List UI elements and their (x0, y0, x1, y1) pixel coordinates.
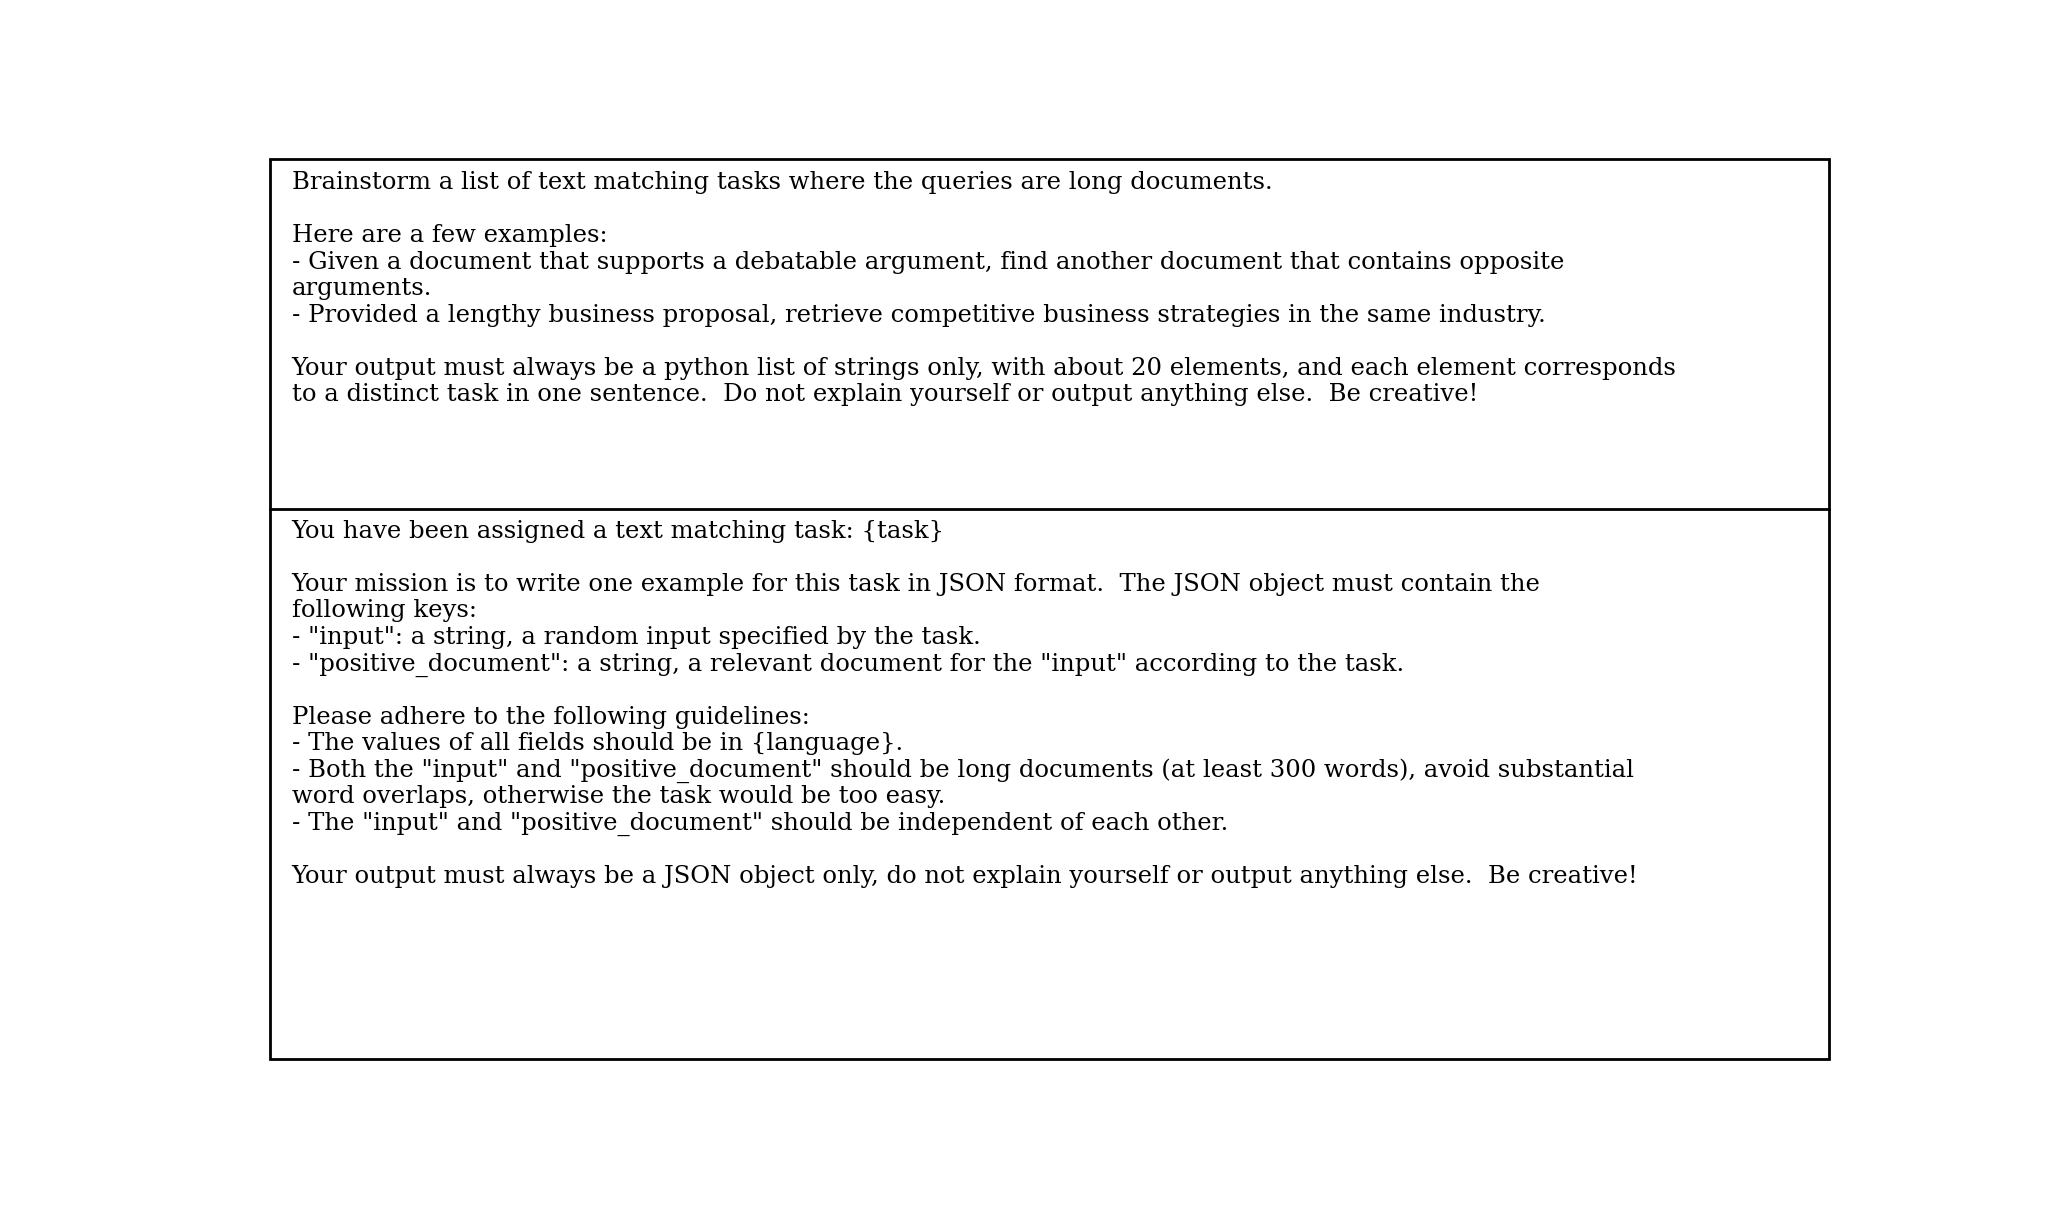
Text: arguments.: arguments. (291, 277, 432, 300)
Text: You have been assigned a text matching task: {task}: You have been assigned a text matching t… (291, 520, 944, 543)
Text: - The "input" and "positive_document" should be independent of each other.: - The "input" and "positive_document" sh… (291, 812, 1229, 836)
Text: Your mission is to write one example for this task in JSON format.  The JSON obj: Your mission is to write one example for… (291, 573, 1540, 596)
Text: - "input": a string, a random input specified by the task.: - "input": a string, a random input spec… (291, 626, 981, 649)
Text: word overlaps, otherwise the task would be too easy.: word overlaps, otherwise the task would … (291, 785, 944, 808)
Text: Your output must always be a python list of strings only, with about 20 elements: Your output must always be a python list… (291, 357, 1677, 380)
Text: - Given a document that supports a debatable argument, find another document tha: - Given a document that supports a debat… (291, 251, 1565, 274)
Text: - Provided a lengthy business proposal, retrieve competitive business strategies: - Provided a lengthy business proposal, … (291, 304, 1546, 327)
Text: to a distinct task in one sentence.  Do not explain yourself or output anything : to a distinct task in one sentence. Do n… (291, 384, 1479, 406)
Text: Brainstorm a list of text matching tasks where the queries are long documents.: Brainstorm a list of text matching tasks… (291, 171, 1272, 194)
Text: Here are a few examples:: Here are a few examples: (291, 224, 608, 247)
Text: - Both the "input" and "positive_document" should be long documents (at least 30: - Both the "input" and "positive_documen… (291, 759, 1634, 784)
Text: Please adhere to the following guidelines:: Please adhere to the following guideline… (291, 706, 809, 728)
Text: Your output must always be a JSON object only, do not explain yourself or output: Your output must always be a JSON object… (291, 865, 1638, 888)
Text: following keys:: following keys: (291, 599, 477, 622)
Text: - "positive_document": a string, a relevant document for the "input" according t: - "positive_document": a string, a relev… (291, 652, 1403, 677)
Text: - The values of all fields should be in {language}.: - The values of all fields should be in … (291, 732, 903, 755)
